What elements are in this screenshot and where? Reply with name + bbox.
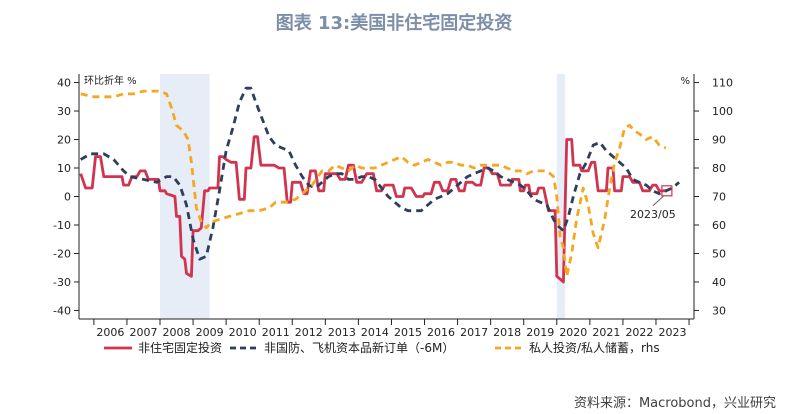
right-tick-label: 50 — [712, 247, 726, 260]
x-tick-label: 2017 — [460, 326, 488, 339]
annotation-leader — [652, 195, 665, 207]
x-tick-label: 2012 — [295, 326, 323, 339]
left-tick-label: -30 — [53, 276, 71, 289]
right-tick-label: 100 — [712, 105, 733, 118]
right-axis-unit: % — [680, 76, 690, 87]
series-line-1 — [80, 86, 681, 261]
left-tick-label: 10 — [57, 162, 71, 175]
x-tick-label: 2006 — [96, 326, 124, 339]
legend-label-0: 非住宅固定投资 — [138, 340, 222, 355]
recession-band-1 — [556, 74, 566, 319]
left-axis-unit: 环比折年 % — [84, 74, 137, 87]
left-tick-label: -20 — [53, 247, 71, 260]
x-tick-label: 2015 — [394, 326, 422, 339]
x-tick-label: 2022 — [625, 326, 653, 339]
right-tick-label: 30 — [712, 304, 726, 317]
x-tick-label: 2023 — [659, 326, 687, 339]
source-note: 资料来源：Macrobond，兴业研究 — [573, 396, 776, 411]
x-tick-label: 2014 — [361, 326, 389, 339]
series-lines — [79, 86, 681, 284]
x-tick-label: 2020 — [559, 326, 587, 339]
annotation: 2023/05 — [630, 185, 676, 221]
x-tick-label: 2018 — [493, 326, 521, 339]
left-tick-label: 20 — [57, 134, 71, 147]
recession-bands — [160, 74, 566, 319]
x-tick-label: 2011 — [262, 326, 290, 339]
right-tick-label: 110 — [712, 77, 733, 90]
x-tick-label: 2008 — [163, 326, 191, 339]
x-tick-label: 2016 — [427, 326, 455, 339]
x-tick-label: 2009 — [196, 326, 224, 339]
x-tick-label: 2007 — [129, 326, 157, 339]
left-tick-label: -40 — [53, 304, 71, 317]
right-tick-label: 70 — [712, 191, 726, 204]
right-tick-label: 60 — [712, 219, 726, 232]
annotation-label: 2023/05 — [630, 208, 676, 221]
series-line-0 — [79, 135, 667, 284]
left-tick-label: 40 — [57, 77, 71, 90]
right-tick-label: 90 — [712, 134, 726, 147]
axes: 403020100-10-20-30-401101009080706050403… — [53, 74, 733, 339]
left-tick-label: -10 — [53, 219, 71, 232]
legend: 非住宅固定投资 非国防、飞机资本品新订单（-6M） 私人投资/私人储蓄，rhs — [104, 340, 660, 355]
x-tick-label: 2013 — [328, 326, 356, 339]
legend-label-2: 私人投资/私人储蓄，rhs — [529, 340, 660, 355]
x-tick-label: 2021 — [592, 326, 620, 339]
x-tick-label: 2019 — [526, 326, 554, 339]
legend-label-1: 非国防、飞机资本品新订单（-6M） — [264, 340, 454, 355]
right-tick-label: 40 — [712, 276, 726, 289]
right-tick-label: 80 — [712, 162, 726, 175]
series-line-2 — [80, 89, 667, 278]
left-tick-label: 0 — [64, 191, 71, 204]
recession-band-0 — [160, 74, 210, 319]
x-tick-label: 2010 — [229, 326, 257, 339]
chart-title: 图表 13:美国非住宅固定投资 — [275, 13, 513, 34]
left-tick-label: 30 — [57, 105, 71, 118]
annotation-marker — [661, 185, 673, 197]
